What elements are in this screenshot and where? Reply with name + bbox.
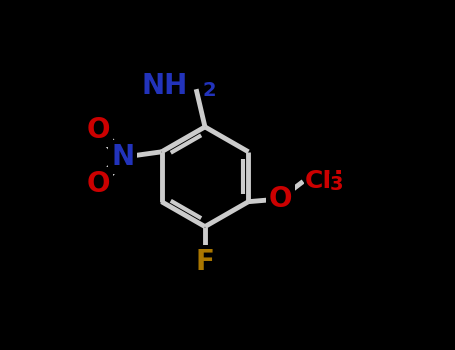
Text: O: O <box>86 170 110 198</box>
Text: CH: CH <box>305 169 344 194</box>
Text: O: O <box>268 185 292 213</box>
Text: N: N <box>111 143 134 171</box>
Text: O: O <box>86 116 110 144</box>
Text: NH: NH <box>141 72 187 100</box>
Text: 2: 2 <box>202 81 216 100</box>
Text: 3: 3 <box>329 175 343 194</box>
Text: F: F <box>196 248 214 276</box>
